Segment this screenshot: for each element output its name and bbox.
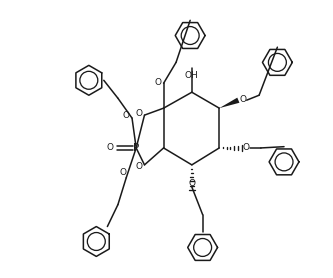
Text: O: O: [120, 168, 127, 177]
Text: P: P: [133, 143, 139, 153]
Text: OH: OH: [185, 71, 199, 80]
Text: O: O: [136, 109, 143, 118]
Polygon shape: [219, 98, 239, 108]
Text: O: O: [136, 162, 143, 171]
Text: O: O: [243, 143, 250, 152]
Text: O: O: [123, 111, 130, 120]
Text: O: O: [188, 179, 195, 188]
Text: O: O: [240, 95, 247, 104]
Text: O: O: [155, 78, 162, 87]
Text: O: O: [106, 143, 113, 152]
